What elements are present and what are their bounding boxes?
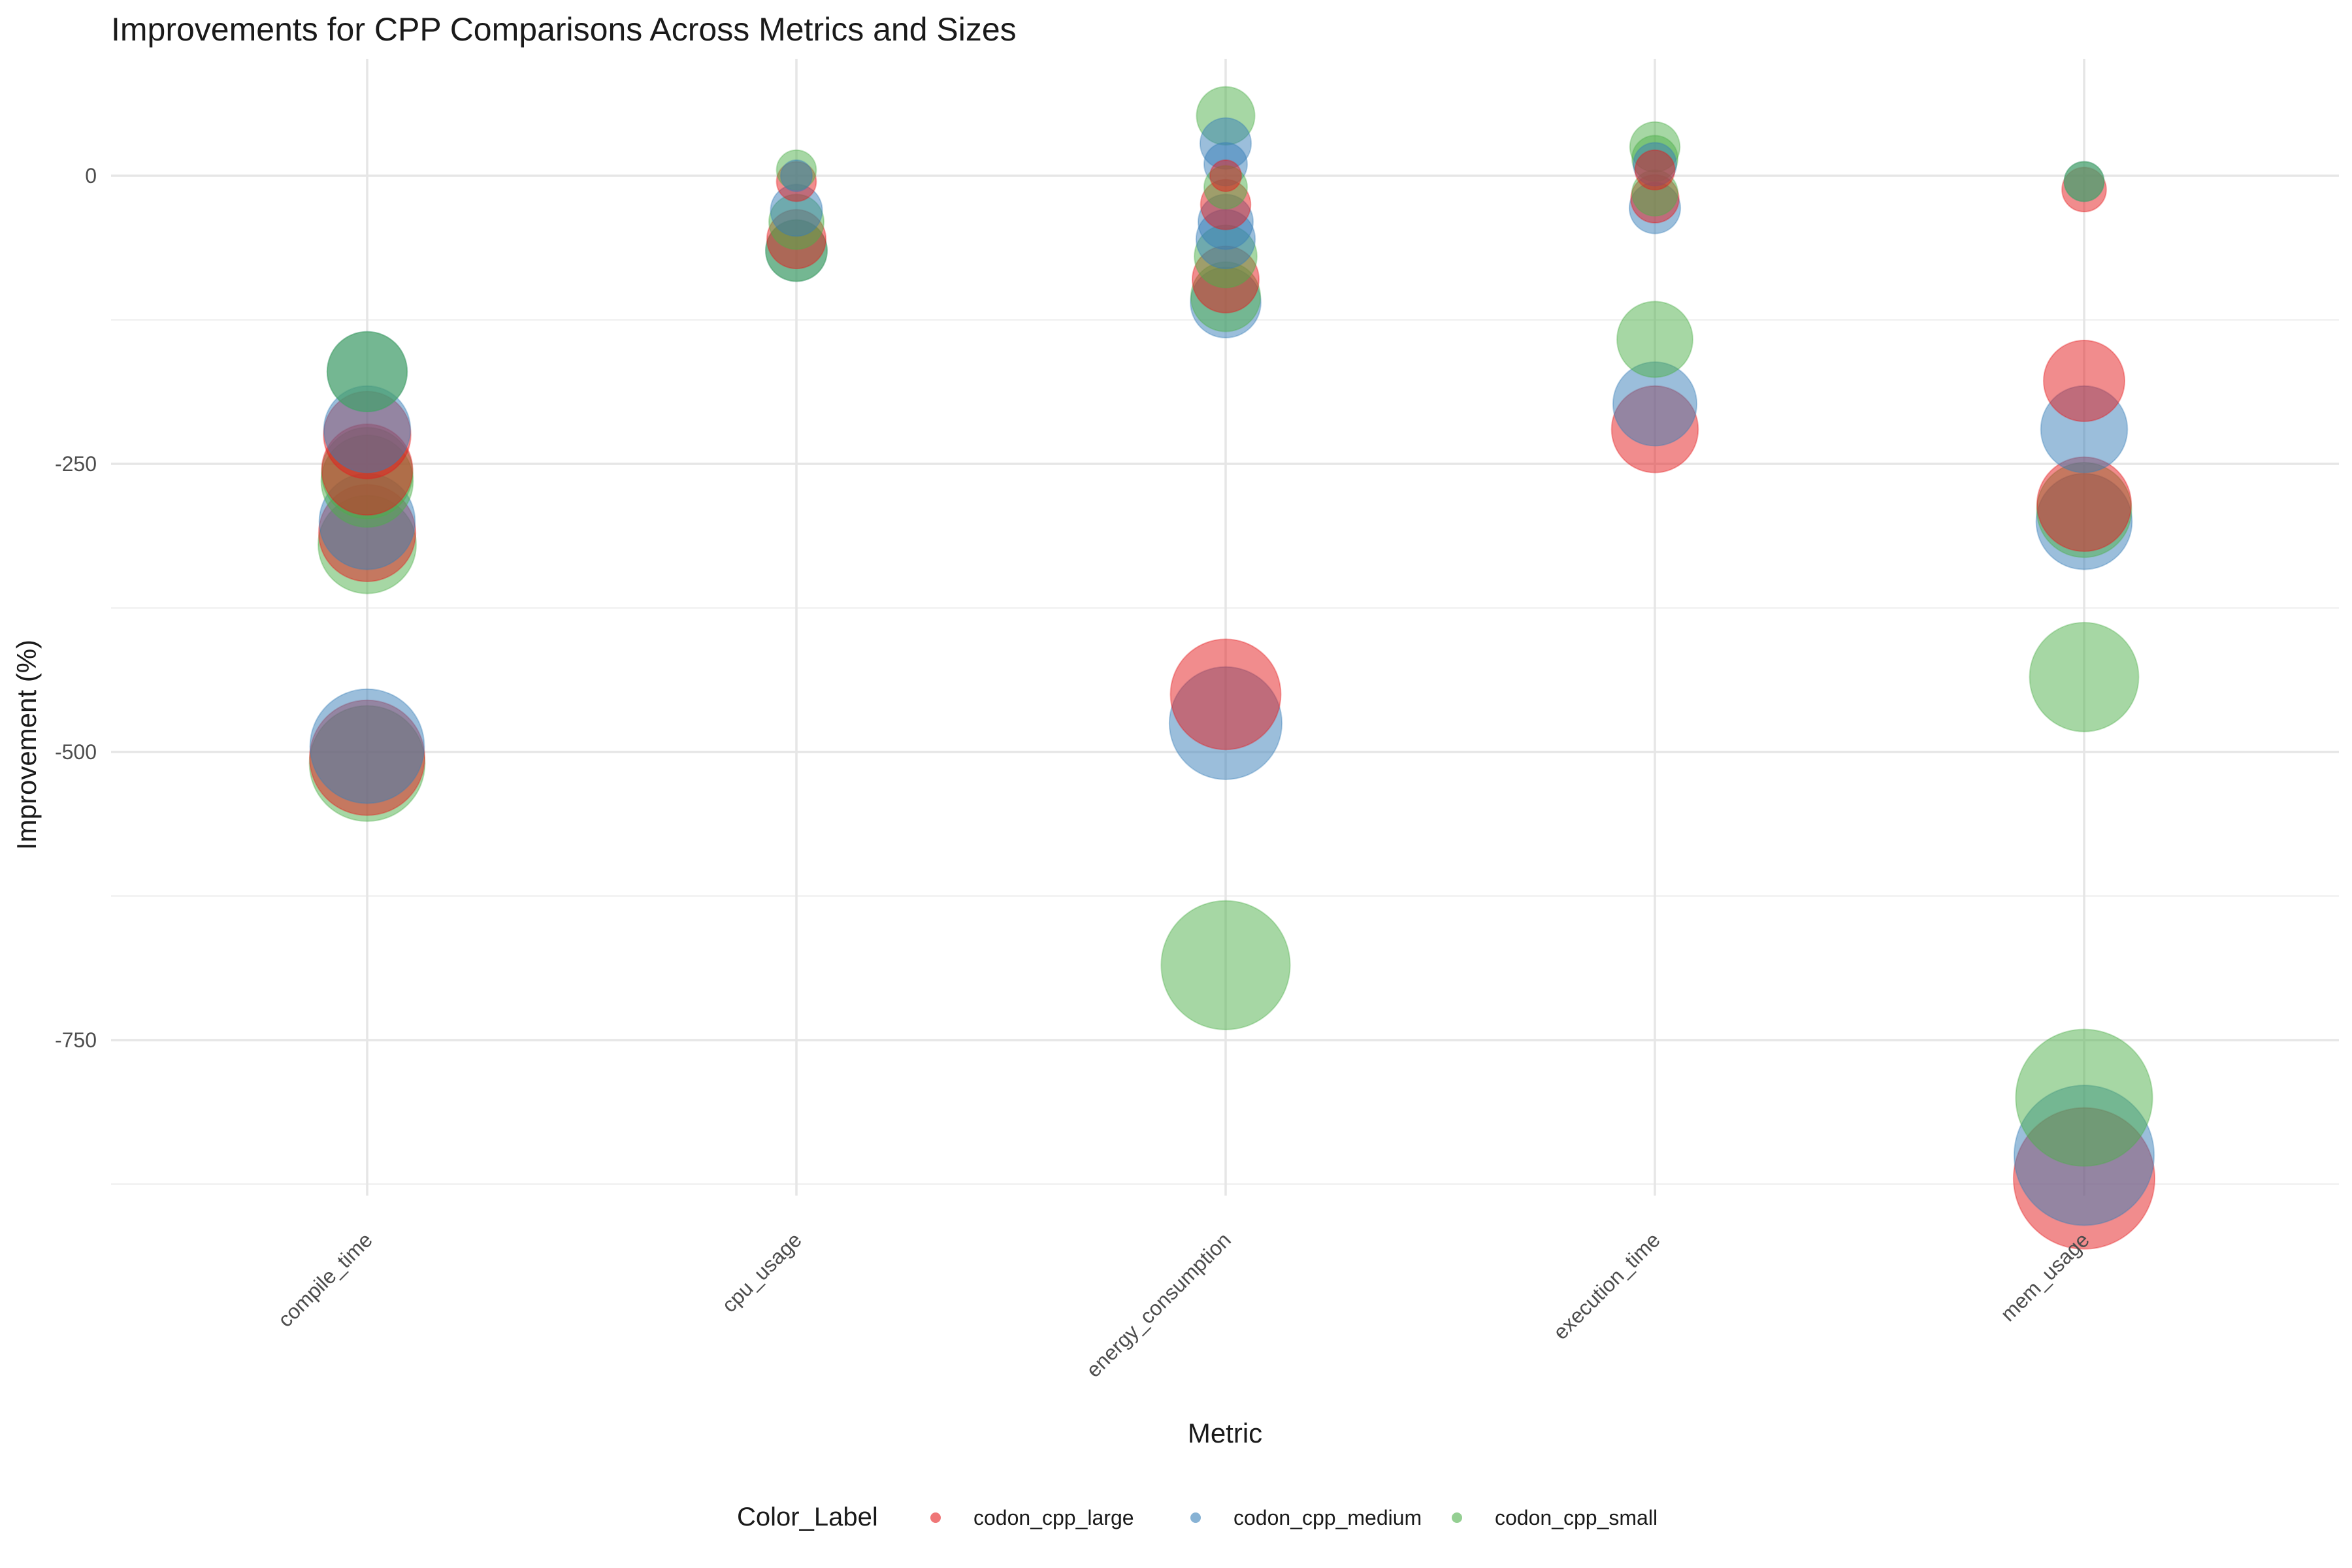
bubble-codon_cpp_small — [326, 331, 408, 413]
x-tick-label: compile_time — [273, 1228, 377, 1331]
legend-key-codon_cpp_medium — [1190, 1512, 1201, 1523]
bubble-codon_cpp_small — [1160, 900, 1291, 1030]
y-tick-label: -750 — [55, 1028, 97, 1052]
y-tick-label: 0 — [85, 164, 97, 188]
y-tick-labels: 0 -250 -500 -750 — [55, 164, 97, 1052]
bubble-codon_cpp_medium — [780, 159, 813, 192]
data-points — [308, 86, 2156, 1250]
legend-title: Color_Label — [737, 1503, 878, 1531]
legend-label-codon_cpp_small: codon_cpp_small — [1495, 1506, 1658, 1529]
legend: Color_Label codon_cpp_large codon_cpp_med… — [737, 1503, 1658, 1531]
bubble-codon_cpp_small — [2015, 1028, 2153, 1167]
bubble-codon_cpp_small — [2063, 161, 2105, 203]
chart-title: Improvements for CPP Comparisons Across … — [111, 11, 1017, 48]
x-tick-label: cpu_usage — [717, 1228, 806, 1316]
bubble-codon_cpp_large — [1209, 159, 1242, 192]
x-axis-title: Metric — [1188, 1418, 1262, 1448]
x-tick-label: energy_consumption — [1081, 1228, 1235, 1382]
legend-label-codon_cpp_medium: codon_cpp_medium — [1233, 1506, 1422, 1529]
x-tick-label: execution_time — [1548, 1228, 1665, 1344]
bubble-codon_cpp_large — [1169, 638, 1282, 751]
bubble-codon_cpp_large — [2042, 339, 2126, 423]
bubble-codon_cpp_small — [1616, 301, 1693, 378]
bubble-codon_cpp_large — [1634, 149, 1676, 191]
y-tick-label: -500 — [55, 740, 97, 764]
legend-key-codon_cpp_small — [1452, 1512, 1462, 1523]
y-axis-title: Improvement (%) — [11, 640, 42, 850]
legend-key-codon_cpp_large — [930, 1512, 941, 1523]
x-tick-label: mem_usage — [1996, 1228, 2094, 1326]
bubble-codon_cpp_small — [2029, 621, 2140, 732]
legend-label-codon_cpp_large: codon_cpp_large — [973, 1506, 1134, 1529]
y-tick-label: -250 — [55, 452, 97, 476]
x-tick-labels: compile_time cpu_usage energy_consumption e… — [273, 1228, 2094, 1382]
bubble-codon_cpp_medium — [309, 688, 425, 804]
